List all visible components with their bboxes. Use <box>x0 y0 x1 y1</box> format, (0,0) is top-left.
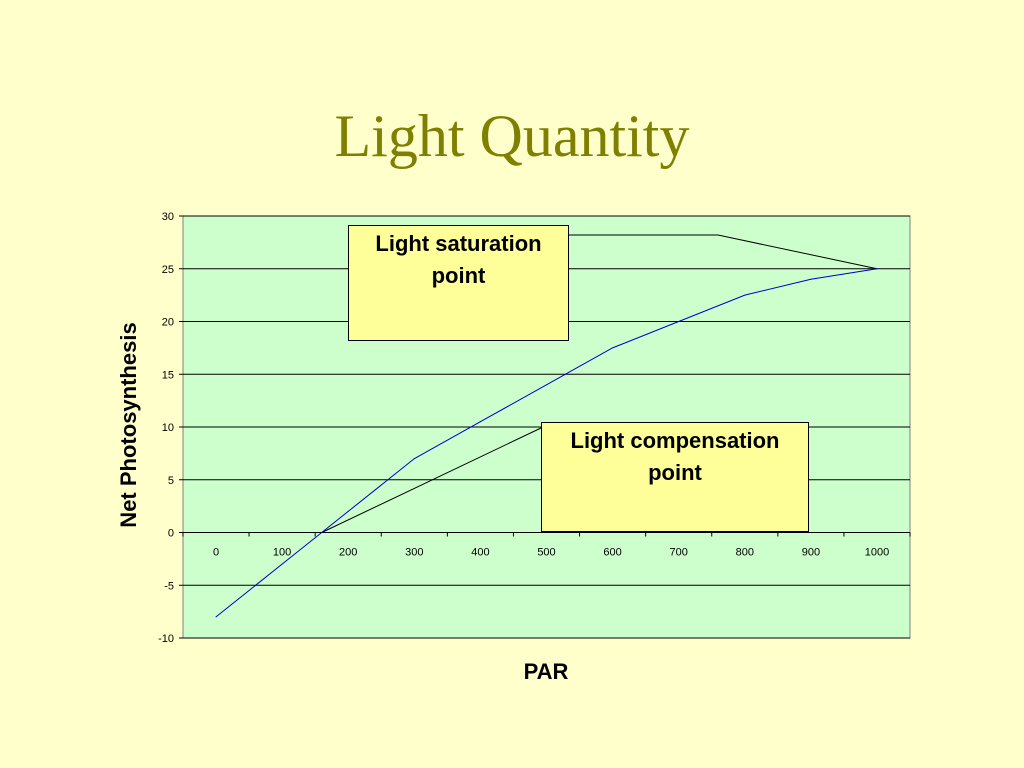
callout-leader-saturation <box>569 234 878 270</box>
y-tick-label: 10 <box>162 422 174 434</box>
y-tick-label: 5 <box>168 475 174 487</box>
y-tick-label: 0 <box>168 528 174 540</box>
callout-light-compensation-line2: point <box>648 460 702 485</box>
y-tick-label: 20 <box>162 317 174 329</box>
y-tick-label: -10 <box>158 633 174 645</box>
data-point <box>546 384 547 386</box>
data-point <box>413 458 415 460</box>
x-tick-label: 100 <box>273 547 291 559</box>
callout-light-compensation: Light compensation point <box>541 422 809 532</box>
y-tick-label: -5 <box>164 580 174 592</box>
x-tick-label: 300 <box>405 547 423 559</box>
x-tick-label: 600 <box>603 547 621 559</box>
y-tick-label: 30 <box>162 211 174 223</box>
x-tick-label: 1000 <box>865 547 889 559</box>
data-point <box>810 278 812 280</box>
x-tick-label: 200 <box>339 547 357 559</box>
callout-light-saturation-line2: point <box>431 263 486 288</box>
data-point <box>479 421 481 423</box>
callout-light-compensation-line1: Light compensation <box>570 428 780 453</box>
data-point <box>347 510 349 512</box>
y-axis-title: Net Photosynthesis <box>116 322 141 527</box>
data-point <box>876 268 878 270</box>
x-tick-label: 800 <box>736 547 754 559</box>
x-tick-label: 500 <box>537 547 555 559</box>
data-point <box>744 294 746 296</box>
x-tick-label: 700 <box>670 547 688 559</box>
x-tick-label: 400 <box>471 547 489 559</box>
slide-title: Light Quantity <box>334 103 690 169</box>
data-point <box>281 563 283 565</box>
data-point <box>678 321 680 322</box>
data-point <box>215 616 217 618</box>
y-tick-label: 25 <box>162 264 174 276</box>
x-tick-label: 0 <box>213 547 219 559</box>
x-axis-title: PAR <box>524 659 569 684</box>
callout-light-saturation-line1: Light saturation <box>375 231 542 256</box>
callout-leader-compensation <box>321 427 542 533</box>
y-tick-label: 15 <box>162 369 174 381</box>
x-tick-label: 900 <box>802 547 820 559</box>
callout-light-saturation: Light saturation point <box>348 225 569 341</box>
data-point <box>612 347 614 349</box>
